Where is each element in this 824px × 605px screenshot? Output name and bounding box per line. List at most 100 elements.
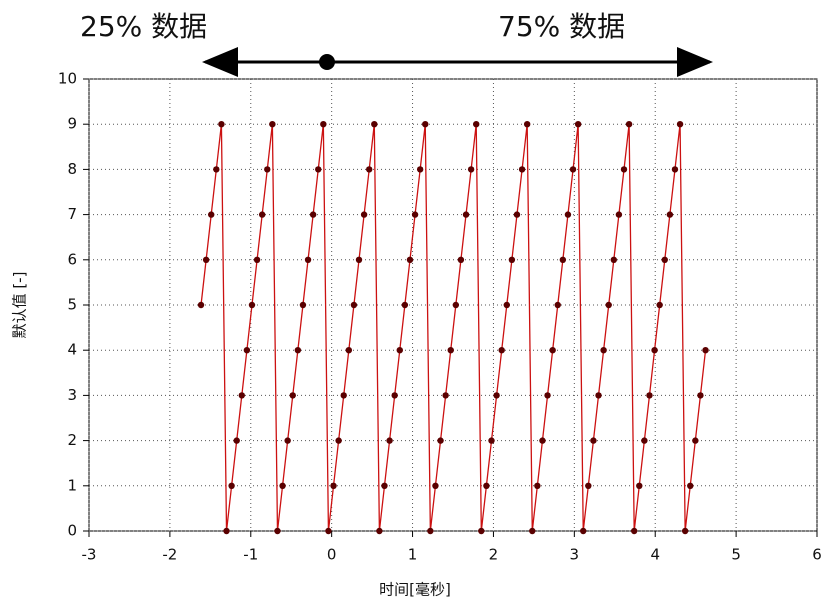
data-point (330, 482, 337, 489)
y-tick-label: 8 (67, 160, 77, 178)
y-tick-label: 9 (67, 115, 77, 133)
data-point (656, 301, 663, 309)
data-point (692, 437, 699, 444)
data-point (274, 527, 281, 535)
data-point (681, 527, 689, 535)
data-point (590, 437, 597, 444)
data-point (554, 301, 561, 309)
data-point (238, 392, 245, 399)
data-point (355, 256, 363, 263)
data-point (279, 482, 286, 489)
y-tick-label: 1 (67, 476, 77, 494)
data-point (360, 211, 368, 218)
x-tick-label: 4 (650, 546, 660, 564)
data-point (376, 527, 383, 535)
data-point (503, 301, 510, 309)
data-point (620, 166, 628, 173)
data-point (269, 121, 276, 128)
x-tick-label: 6 (812, 546, 822, 564)
data-point (304, 256, 312, 263)
data-point (340, 392, 347, 399)
data-point (661, 256, 668, 263)
data-point (309, 211, 317, 218)
data-point (600, 347, 607, 354)
data-point (569, 166, 577, 173)
y-tick-label: 3 (67, 386, 77, 404)
data-point (564, 211, 572, 218)
data-point (580, 527, 587, 535)
split-dot (319, 54, 335, 70)
data-point (473, 121, 480, 128)
y-tick-label: 5 (67, 296, 77, 314)
x-tick-label: -3 (82, 546, 97, 564)
data-point (406, 256, 414, 263)
data-point (223, 527, 230, 535)
data-point (233, 437, 240, 444)
annotation: 25% 数据 (80, 10, 207, 43)
data-point (508, 256, 516, 263)
data-point (462, 211, 470, 218)
data-point (386, 437, 393, 444)
data-point (549, 347, 556, 354)
data-point (381, 482, 388, 489)
data-point (345, 347, 353, 354)
y-axis-label: 默认值 [-] (11, 272, 29, 339)
data-point (646, 392, 653, 399)
x-axis-label: 时间[毫秒] (379, 581, 451, 599)
data-point (488, 437, 495, 444)
data-point (636, 482, 643, 489)
data-point (630, 527, 638, 535)
y-tick-label: 7 (67, 205, 77, 223)
data-point (615, 211, 623, 218)
data-point (299, 301, 307, 309)
data-point (365, 166, 373, 173)
data-point (416, 166, 424, 173)
data-point (467, 166, 475, 173)
data-point (391, 392, 398, 399)
y-tick-label: 10 (58, 70, 77, 88)
data-point (574, 121, 582, 128)
y-tick-label: 6 (67, 250, 77, 268)
data-point (625, 121, 633, 128)
x-tick-label: -2 (162, 546, 177, 564)
y-tick-label: 2 (67, 431, 77, 449)
data-point (253, 256, 261, 263)
data-point (315, 166, 322, 173)
data-point (595, 392, 602, 399)
y-tick-label: 0 (67, 522, 77, 540)
x-tick-label: 2 (489, 546, 499, 564)
data-point (447, 347, 454, 354)
data-point (442, 392, 449, 399)
data-line (200, 124, 707, 532)
data-point (483, 482, 490, 489)
y-tick-label: 4 (67, 341, 77, 359)
data-point (289, 392, 296, 399)
data-point (325, 527, 332, 535)
data-point (498, 347, 505, 354)
data-point (228, 482, 235, 489)
data-point (523, 121, 531, 128)
data-point (396, 347, 403, 354)
data-point (605, 301, 612, 309)
data-point (518, 166, 526, 173)
data-point (651, 347, 658, 354)
data-point (401, 301, 409, 309)
data-point (335, 437, 342, 444)
data-point (478, 527, 485, 535)
data-point (350, 301, 358, 309)
data-point (457, 256, 465, 263)
data-point (702, 347, 709, 354)
annotation: 75% 数据 (498, 10, 625, 43)
data-point (697, 392, 704, 399)
data-point (197, 301, 205, 309)
x-tick-label: 3 (570, 546, 580, 564)
x-tick-label: 0 (327, 546, 337, 564)
x-tick-label: 5 (731, 546, 741, 564)
data-point (534, 482, 541, 489)
data-point (218, 121, 225, 128)
x-tick-label: -1 (243, 546, 258, 564)
data-point (320, 121, 327, 128)
data-point (437, 437, 444, 444)
data-point (452, 301, 460, 309)
data-point (243, 347, 251, 354)
